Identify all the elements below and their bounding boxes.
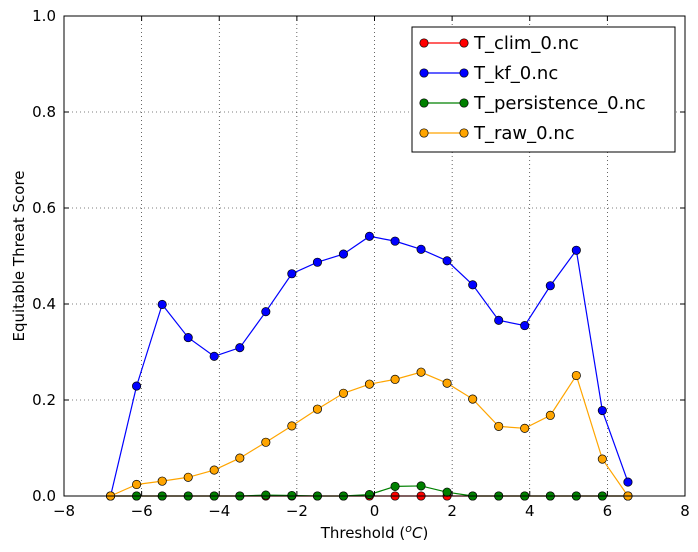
data-point <box>545 281 555 291</box>
y-tick-label: 0.4 <box>32 295 56 313</box>
data-point <box>623 477 633 487</box>
data-point <box>364 379 375 389</box>
legend-box <box>411 26 676 153</box>
legend-marker <box>419 98 429 108</box>
legend-marker <box>419 38 429 48</box>
data-point <box>157 476 167 486</box>
legend-label: T_clim_0.nc <box>473 33 579 54</box>
data-point <box>468 280 478 290</box>
data-point <box>312 404 322 414</box>
data-point <box>545 410 555 420</box>
legend: T_clim_0.nc T_kf_0.nc T_persistence_0.nc T_… <box>411 26 676 153</box>
x-tick-label: −6 <box>131 502 153 520</box>
data-point <box>338 388 348 398</box>
data-point <box>442 378 452 388</box>
legend-label: T_kf_0.nc <box>473 63 558 84</box>
series-T_raw_0.nc <box>106 367 633 501</box>
data-point <box>157 299 167 310</box>
x-tick-label: −8 <box>53 502 75 520</box>
x-axis-label-main: Threshold ( <box>320 524 406 542</box>
data-point <box>183 472 193 482</box>
data-point <box>209 465 219 475</box>
legend-marker <box>459 128 469 138</box>
y-tick-label: 0.0 <box>32 487 56 505</box>
data-point <box>571 245 581 255</box>
data-point <box>287 421 297 431</box>
legend-item: T_raw_0.nc <box>419 123 575 144</box>
x-tick-label: −2 <box>286 502 308 520</box>
data-point <box>442 487 452 497</box>
x-tick-label: 0 <box>370 502 380 520</box>
legend-marker <box>459 98 469 108</box>
data-point <box>597 454 607 464</box>
data-point <box>390 374 400 384</box>
x-tick-label: −4 <box>208 502 230 520</box>
data-point <box>261 307 271 317</box>
legend-label: T_persistence_0.nc <box>473 93 646 114</box>
data-point <box>390 236 400 246</box>
data-point <box>235 453 245 463</box>
data-point <box>494 315 504 325</box>
data-point <box>442 256 452 266</box>
data-point <box>468 394 478 404</box>
legend-marker <box>459 38 469 48</box>
data-point <box>338 249 348 259</box>
data-point <box>597 406 607 416</box>
y-axis-label: Equitable Threat Score <box>10 170 28 341</box>
ticks <box>63 15 686 497</box>
data-point <box>416 244 426 254</box>
legend-item: T_kf_0.nc <box>419 63 558 84</box>
data-point <box>183 333 193 343</box>
data-point <box>261 437 271 447</box>
data-point <box>364 231 375 241</box>
data-point <box>390 481 400 491</box>
data-point <box>520 423 530 433</box>
data-point <box>364 490 375 500</box>
legend-marker <box>419 68 429 78</box>
data-point <box>287 269 297 279</box>
data-point <box>132 479 142 490</box>
data-point <box>520 321 530 331</box>
y-tick-label: 1.0 <box>32 7 56 25</box>
legend-item: T_persistence_0.nc <box>419 93 646 114</box>
legend-label: T_raw_0.nc <box>473 123 575 144</box>
x-axis-label-c: C <box>412 524 423 542</box>
data-point <box>235 343 245 353</box>
x-axis-label-end: ) <box>422 524 428 542</box>
data-point <box>261 490 271 500</box>
data-point <box>571 370 581 381</box>
x-tick-label: 4 <box>525 502 535 520</box>
x-tick-label: 2 <box>447 502 457 520</box>
series-T_kf_0.nc <box>106 231 633 501</box>
y-tick-label: 0.8 <box>32 103 56 121</box>
legend-marker <box>419 128 429 138</box>
x-tick-label: 6 <box>603 502 613 520</box>
data-point <box>312 257 322 267</box>
data-point <box>416 481 426 491</box>
data-point <box>132 381 142 391</box>
data-point <box>416 367 426 377</box>
tick-labels: −8 −6 −4 −2 0 2 4 6 8 0.0 0.2 0.4 0.6 0.8 1.0 <box>32 7 690 520</box>
legend-marker <box>459 68 469 78</box>
data-point <box>209 351 219 361</box>
x-tick-label: 8 <box>680 502 690 520</box>
data-point <box>494 421 504 431</box>
legend-item: T_clim_0.nc <box>419 33 579 54</box>
y-tick-label: 0.6 <box>32 199 56 217</box>
grid <box>64 16 685 496</box>
y-tick-label: 0.2 <box>32 391 56 409</box>
x-axis-label-unit: o <box>405 522 412 535</box>
x-axis-label: Threshold (oC) <box>320 522 429 542</box>
